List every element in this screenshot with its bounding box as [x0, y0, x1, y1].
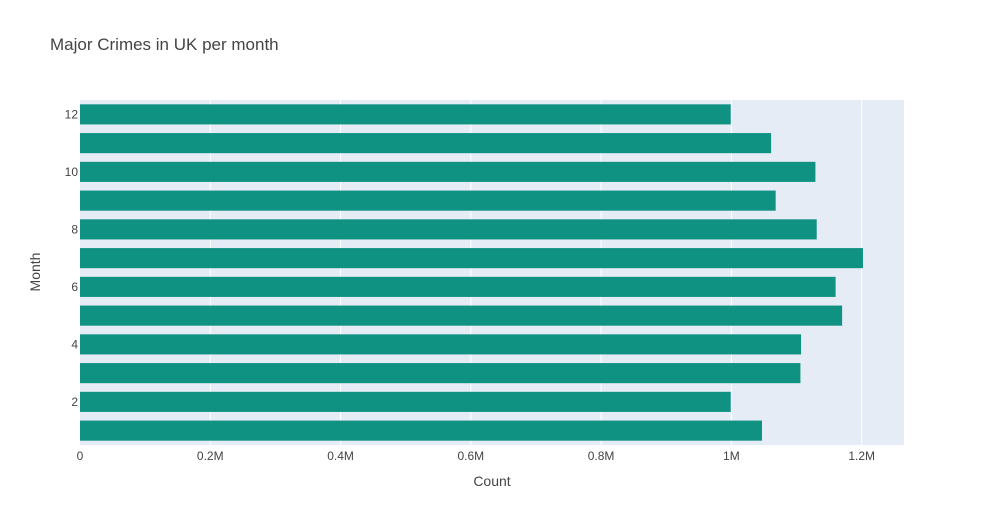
bars: [80, 104, 863, 441]
y-tick-label: 12: [65, 107, 79, 121]
y-tick-label: 8: [71, 222, 78, 236]
gridlines: [209, 100, 863, 445]
y-tick-label: 10: [65, 165, 79, 179]
x-tick-label: 0: [77, 449, 84, 463]
x-tick-label: 1M: [723, 449, 740, 463]
y-axis-ticks: 2 4 6 8 10 12: [65, 107, 79, 409]
bar-month-2[interactable]: [80, 391, 731, 412]
bar-month-5[interactable]: [80, 305, 843, 326]
x-axis-title: Count: [473, 473, 510, 489]
plot-area-background: [80, 100, 904, 445]
bar-month-10[interactable]: [80, 161, 816, 182]
bar-month-12[interactable]: [80, 104, 731, 125]
bar-month-4[interactable]: [80, 334, 802, 355]
x-axis-ticks: 0 0.2M 0.4M 0.6M 0.8M 1M 1.2M: [77, 449, 875, 463]
chart-title: Major Crimes in UK per month: [50, 35, 279, 54]
y-tick-label: 4: [71, 337, 78, 351]
bar-month-6[interactable]: [80, 276, 836, 297]
bar-month-9[interactable]: [80, 190, 776, 211]
x-tick-label: 0.6M: [457, 449, 484, 463]
y-tick-label: 6: [71, 280, 78, 294]
bar-month-1[interactable]: [80, 420, 762, 441]
bar-month-7[interactable]: [80, 248, 863, 269]
x-tick-label: 1.2M: [848, 449, 875, 463]
y-tick-label: 2: [71, 395, 78, 409]
bar-month-8[interactable]: [80, 219, 817, 240]
x-tick-label: 0.4M: [327, 449, 354, 463]
bar-month-3[interactable]: [80, 363, 801, 384]
bar-month-11[interactable]: [80, 133, 772, 154]
y-axis-title: Month: [27, 253, 43, 292]
x-tick-label: 0.2M: [197, 449, 224, 463]
x-tick-label: 0.8M: [588, 449, 615, 463]
